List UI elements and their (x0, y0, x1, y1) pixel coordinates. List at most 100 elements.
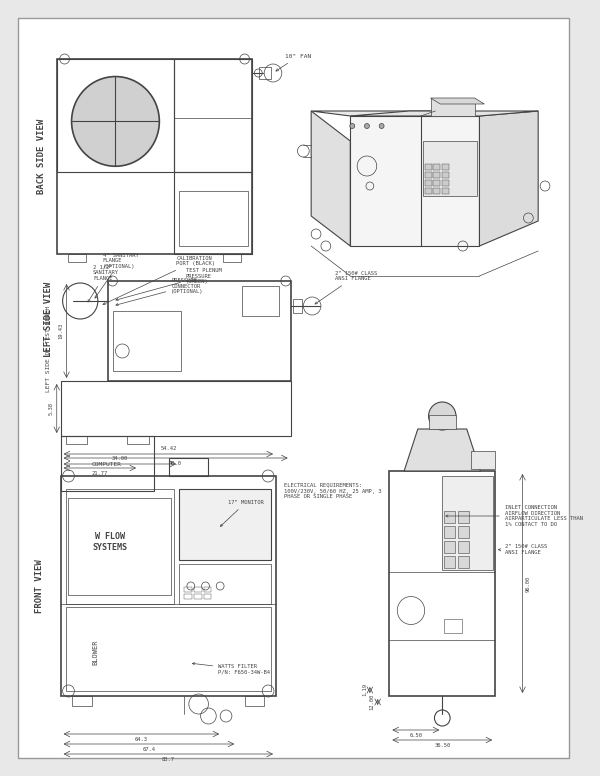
Bar (433, 172, 440, 178)
Bar (433, 164, 440, 170)
Bar (442, 164, 449, 170)
Bar (445, 541, 455, 553)
Text: BLOWER: BLOWER (92, 639, 98, 665)
Text: 19.43: 19.43 (59, 323, 64, 339)
Bar (194, 587, 202, 592)
Text: 2 1/2"
SANITARY
FLANGE: 2 1/2" SANITARY FLANGE (88, 265, 119, 302)
Bar (425, 180, 431, 186)
Text: 67.4: 67.4 (142, 747, 155, 752)
Text: 96.00: 96.00 (526, 575, 530, 591)
Bar (127, 436, 149, 444)
Bar (445, 511, 455, 523)
Bar (423, 141, 476, 196)
Bar (445, 619, 462, 633)
Bar (293, 299, 302, 313)
Bar (442, 476, 493, 570)
Bar (107, 281, 290, 381)
Text: LEFT SIDE OF TEST BENCH: LEFT SIDE OF TEST BENCH (46, 306, 52, 392)
Text: BACK SIDE VIEW: BACK SIDE VIEW (37, 119, 46, 194)
Circle shape (350, 123, 355, 129)
Bar (194, 594, 202, 599)
Bar (223, 254, 241, 262)
Bar (179, 192, 248, 246)
Bar (458, 556, 469, 568)
Bar (65, 489, 174, 604)
Polygon shape (350, 116, 479, 246)
Text: INLET CONNECTION
AIRFLOW DIRECTION
AIRPARTICULATE LESS THAN
1% CONTACT TO DO: INLET CONNECTION AIRFLOW DIRECTION AIRPA… (446, 505, 583, 527)
Text: 2" 150# CLASS
ANSI FLANGE: 2" 150# CLASS ANSI FLANGE (499, 544, 547, 555)
Text: TEST PLENUM
PRESSURE
(GREEN): TEST PLENUM PRESSURE (GREEN) (116, 268, 221, 300)
Bar (445, 556, 455, 568)
Text: 6.50: 6.50 (409, 733, 422, 738)
Text: LEFT SIDE VIEW: LEFT SIDE VIEW (44, 282, 53, 357)
Text: 36.50: 36.50 (434, 743, 451, 748)
Bar (442, 180, 449, 186)
Bar (65, 608, 271, 691)
Bar (65, 436, 87, 444)
Bar (458, 541, 469, 553)
Bar (425, 188, 431, 194)
Text: 21.77: 21.77 (92, 471, 108, 476)
Circle shape (364, 123, 370, 129)
Bar (174, 59, 253, 172)
Text: 1.19: 1.19 (362, 684, 367, 697)
Bar (73, 696, 92, 706)
Bar (203, 587, 211, 592)
Text: PRESSURE
CONNECTOR
(OPTIONAL): PRESSURE CONNECTOR (OPTIONAL) (116, 278, 204, 306)
Bar (242, 286, 279, 316)
Text: 17" MONITOR: 17" MONITOR (220, 500, 264, 526)
Polygon shape (431, 98, 484, 104)
Bar (442, 172, 449, 178)
Bar (184, 594, 192, 599)
Text: 4" SANITARY
FLANGE
(OPTIONAL): 4" SANITARY FLANGE (OPTIONAL) (95, 253, 139, 298)
Bar (113, 311, 181, 371)
Bar (442, 188, 449, 194)
Bar (389, 471, 495, 696)
Bar (458, 526, 469, 538)
Bar (68, 498, 171, 594)
Bar (68, 254, 86, 262)
Bar (203, 594, 211, 599)
Circle shape (71, 77, 160, 166)
Text: 34.00: 34.00 (112, 456, 128, 461)
Bar (245, 696, 264, 706)
Bar (174, 172, 253, 254)
Bar (433, 188, 440, 194)
Text: 64.3: 64.3 (135, 737, 148, 742)
Bar (61, 436, 154, 491)
Text: ELECTRICAL REQUIREMENTS:
100V/230V, 50/60 HZ, 25 AMP, 3
PHASE OR SINGLE PHASE: ELECTRICAL REQUIREMENTS: 100V/230V, 50/6… (284, 483, 381, 499)
Polygon shape (404, 429, 481, 471)
Text: 83.7: 83.7 (162, 757, 175, 762)
Bar (57, 59, 174, 172)
Bar (169, 458, 208, 476)
Polygon shape (311, 111, 350, 246)
Bar (61, 476, 276, 696)
Bar (470, 451, 495, 469)
Text: CALIBRATION
PORT (BLACK): CALIBRATION PORT (BLACK) (103, 255, 215, 304)
Circle shape (379, 123, 384, 129)
Text: 12.00: 12.00 (370, 694, 375, 710)
Bar (428, 415, 456, 429)
Text: WATTS FILTER
P/N: F650-34W-B4: WATTS FILTER P/N: F650-34W-B4 (193, 663, 270, 675)
Circle shape (428, 402, 456, 430)
Bar (259, 67, 271, 79)
Bar (179, 564, 271, 604)
Bar (433, 180, 440, 186)
Text: COMPUTER: COMPUTER (92, 462, 122, 466)
Text: 10" FAN: 10" FAN (276, 54, 311, 71)
Bar (425, 164, 431, 170)
Bar (61, 381, 290, 436)
Bar (445, 526, 455, 538)
Bar (57, 59, 253, 254)
Bar (184, 587, 192, 592)
Text: FRONT VIEW: FRONT VIEW (35, 559, 44, 613)
Text: W FLOW
SYSTEMS: W FLOW SYSTEMS (93, 532, 128, 552)
Bar (179, 489, 271, 559)
Polygon shape (350, 111, 538, 116)
Text: 2" 150# CLASS
ANSI FLANGE: 2" 150# CLASS ANSI FLANGE (315, 271, 377, 304)
Polygon shape (479, 111, 538, 246)
Text: 40.0: 40.0 (169, 461, 182, 466)
Text: 5.38: 5.38 (49, 402, 54, 415)
Bar (425, 172, 431, 178)
Bar (431, 98, 475, 116)
